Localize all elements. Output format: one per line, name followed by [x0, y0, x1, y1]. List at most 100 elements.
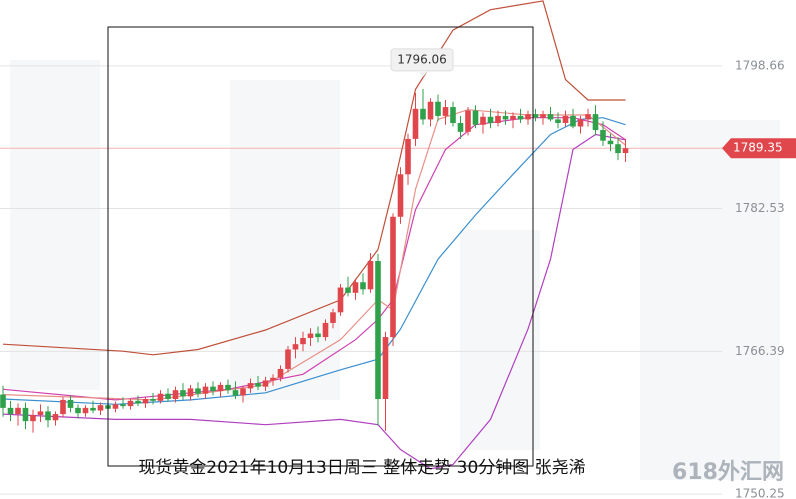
candle-body — [142, 399, 149, 404]
labels: 1798.66 1782.53 1766.39 1750.25 1796.06 1789.… — [390, 48, 796, 499]
candle-body — [405, 138, 411, 175]
candle-body — [547, 114, 554, 120]
candle-body — [345, 287, 351, 293]
candle-body — [225, 384, 231, 391]
y-tick-label: 1750.25 — [735, 487, 785, 499]
candle-body — [465, 110, 471, 132]
candle-body — [150, 399, 156, 401]
candle-body — [277, 368, 284, 378]
candle-body — [262, 380, 269, 387]
candle-body — [420, 108, 426, 120]
candle-body — [172, 390, 179, 400]
candles — [0, 88, 629, 433]
candle-body — [367, 261, 374, 290]
candle-body — [127, 400, 134, 407]
candle-body — [592, 114, 599, 131]
candle-body — [480, 116, 486, 125]
candle-body — [495, 115, 501, 123]
candle-body — [285, 349, 291, 369]
candle-body — [30, 414, 36, 422]
candle-body — [37, 411, 44, 415]
candle-body — [22, 407, 29, 422]
candle-body — [210, 386, 216, 392]
candle-body — [52, 414, 59, 421]
candle-body — [435, 101, 441, 116]
y-tick-label: 1782.53 — [735, 201, 785, 215]
candle-body — [202, 386, 209, 394]
candle-body — [615, 144, 621, 154]
candle-body — [442, 107, 449, 116]
candle-body — [360, 282, 366, 290]
candle-body — [472, 110, 479, 125]
candle-body — [427, 101, 434, 120]
candle-body — [585, 114, 591, 120]
candle-body — [562, 115, 569, 123]
candle-body — [97, 405, 104, 411]
candle-body — [120, 404, 126, 407]
highlight-box — [107, 26, 534, 467]
last-price-tag — [722, 138, 796, 159]
candle-body — [510, 115, 516, 120]
candle-body — [525, 114, 531, 120]
indicator-line — [2, 0, 626, 356]
high-label: 1796.06 — [397, 52, 447, 66]
y-tick-label: 1798.66 — [735, 58, 785, 72]
high-tooltip-arrow — [418, 70, 428, 77]
candle-body — [375, 261, 381, 400]
watermark: 618外汇网 — [672, 459, 784, 485]
candle-body — [232, 390, 239, 396]
candle-body — [67, 399, 74, 408]
candle-body — [217, 384, 224, 392]
candle-body — [240, 388, 246, 396]
candle-body — [315, 333, 321, 338]
candle-body — [157, 393, 164, 401]
candle-body — [90, 407, 96, 411]
candle-body — [135, 400, 141, 404]
candle-body — [555, 119, 561, 123]
candle-body — [607, 140, 614, 145]
candle-body — [502, 115, 509, 120]
candle-body — [7, 407, 14, 415]
candle-body — [517, 115, 524, 120]
last-price-label: 1789.35 — [733, 141, 783, 155]
candle-body — [577, 119, 584, 127]
candle-body — [382, 337, 389, 400]
candle-body — [247, 383, 254, 389]
candle-body — [600, 130, 606, 141]
indicator-line — [2, 133, 626, 470]
background-buildings — [10, 60, 780, 480]
candle-body — [532, 114, 539, 118]
candle-body — [112, 404, 119, 409]
candle-body — [307, 333, 314, 338]
candle-body — [322, 322, 329, 338]
candle-body — [82, 407, 89, 414]
candle-body — [352, 282, 359, 293]
candle-body — [570, 115, 576, 127]
candle-body — [180, 390, 186, 397]
candle-body — [292, 344, 299, 350]
candle-body — [15, 407, 21, 415]
candle-body — [540, 114, 546, 118]
candle-body — [622, 148, 629, 154]
candle-body — [75, 407, 81, 414]
candle-body — [450, 107, 456, 123]
candle-body — [60, 399, 66, 415]
candle-body — [255, 383, 261, 387]
candle-body — [270, 377, 276, 381]
candle-body — [0, 394, 6, 408]
grid — [0, 65, 722, 495]
candle-body — [412, 108, 419, 139]
candle-body — [330, 312, 336, 323]
candle-body — [337, 287, 344, 313]
candle-body — [487, 116, 494, 123]
candle-body — [195, 388, 201, 394]
candle-body — [300, 337, 306, 345]
candle-body — [165, 393, 171, 400]
candle-body — [187, 388, 194, 397]
chart-title: 现货黄金2021年10月13日周三 整体走势 30分钟图 张尧浠 — [138, 458, 585, 478]
candle-body — [397, 174, 404, 217]
candle-body — [457, 122, 464, 132]
candle-body — [45, 411, 51, 421]
